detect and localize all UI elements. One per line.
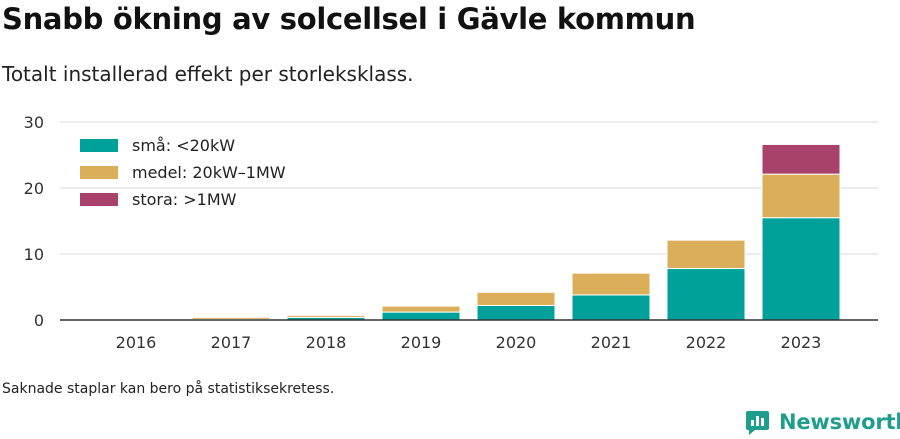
bar-segment	[761, 217, 841, 321]
bar-segment	[286, 314, 366, 318]
bar-segment	[476, 291, 556, 306]
footnote: Saknade staplar kan bero på statistiksek…	[2, 381, 335, 397]
x-axis-ticks: 2016 2017 2018 2019 2020 2021 2022 2023	[116, 333, 822, 352]
bar-segment	[571, 272, 651, 296]
stacked-bar-chart: 0 10 20 30 2016 2017 2018 2019 2020 2021 2022 2023…	[24, 113, 878, 352]
x-tick-label: 2023	[781, 333, 822, 352]
x-tick-label: 2021	[591, 333, 632, 352]
y-tick-label: 0	[34, 311, 44, 330]
legend-label: stora: >1MW	[132, 190, 237, 209]
bar-segment	[381, 305, 461, 313]
bar-segment	[191, 316, 271, 320]
newsworthy-logo-icon	[746, 410, 769, 435]
legend-swatch	[80, 166, 118, 179]
bar-segment	[381, 311, 461, 321]
brand-name: Newsworthy	[779, 410, 900, 434]
x-tick-label: 2019	[401, 333, 442, 352]
x-tick-label: 2017	[211, 333, 252, 352]
y-tick-label: 20	[24, 179, 44, 198]
x-tick-label: 2022	[686, 333, 727, 352]
x-tick-label: 2018	[306, 333, 347, 352]
y-tick-label: 10	[24, 245, 44, 264]
bar-segment	[476, 304, 556, 321]
bar-segment	[761, 143, 841, 175]
y-axis-ticks: 0 10 20 30	[24, 113, 44, 330]
legend-label: små: <20kW	[132, 136, 235, 155]
bar-segment	[666, 268, 746, 321]
y-tick-label: 30	[24, 113, 44, 132]
bar-segment	[666, 239, 746, 270]
x-tick-label: 2016	[116, 333, 157, 352]
legend-swatch	[80, 139, 118, 152]
bar-segment	[571, 294, 651, 321]
bar-segment	[761, 173, 841, 219]
x-tick-label: 2020	[496, 333, 537, 352]
brand-logo[interactable]: Newsworthy	[744, 406, 900, 438]
legend-swatch	[80, 193, 118, 206]
legend-label: medel: 20kW–1MW	[132, 163, 286, 182]
bars	[191, 143, 841, 321]
chart-title: Snabb ökning av solcellsel i Gävle kommu…	[2, 2, 696, 36]
chart-subtitle: Totalt installerad effekt per storlekskl…	[2, 62, 414, 86]
legend: små: <20kW medel: 20kW–1MW stora: >1MW	[80, 136, 286, 209]
